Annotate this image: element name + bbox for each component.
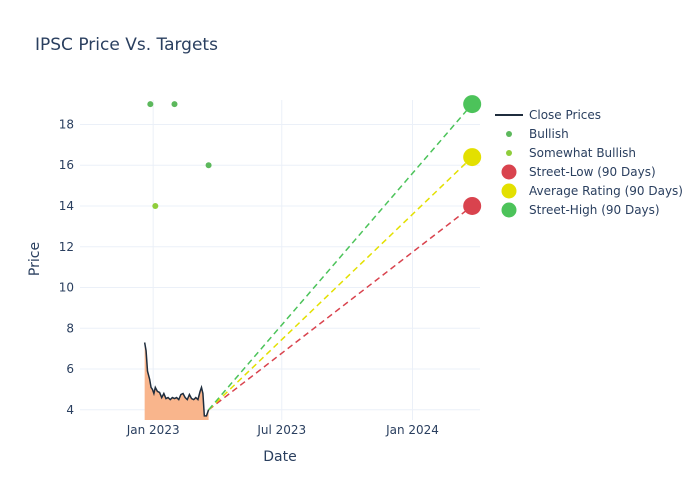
- y-tick-label: 6: [66, 362, 74, 376]
- close-price-area: [144, 342, 209, 420]
- x-axis-ticks: Jan 2023 Jul 2023 Jan 2024: [126, 423, 439, 437]
- x-tick-label: Jan 2023: [126, 423, 180, 437]
- legend-swatch-marker: [506, 150, 512, 156]
- y-tick-label: 4: [66, 403, 74, 417]
- x-tick-label: Jan 2024: [385, 423, 439, 437]
- target-dashed-line: [208, 156, 473, 411]
- y-tick-label: 16: [59, 158, 74, 172]
- y-tick-label: 10: [59, 281, 74, 295]
- legend-label: Average Rating (90 Days): [529, 184, 683, 198]
- y-tick-label: 14: [59, 199, 74, 213]
- legend-swatch-target: [501, 183, 517, 199]
- y-axis-title: Price: [27, 242, 43, 276]
- legend-label: Somewhat Bullish: [529, 146, 636, 160]
- markers-layer: [147, 95, 482, 215]
- legend-swatch-target: [501, 202, 517, 218]
- rating-marker: [152, 202, 159, 209]
- target-marker: [463, 148, 482, 167]
- rating-marker: [171, 101, 178, 108]
- legend-label: Street-Low (90 Days): [529, 165, 656, 179]
- lines-layer: [143, 103, 473, 417]
- y-axis-ticks: 4 6 8 10 12 14 16 18: [59, 117, 74, 416]
- chart-title: IPSC Price Vs. Targets: [35, 35, 218, 55]
- target-marker: [463, 95, 482, 114]
- legend-label: Close Prices: [529, 108, 601, 122]
- rating-marker: [205, 162, 212, 169]
- x-tick-label: Jul 2023: [256, 423, 306, 437]
- legend-swatch-target: [501, 164, 517, 180]
- legend: Close Prices Bullish Somewhat Bullish Stree…: [495, 108, 683, 218]
- y-tick-label: 18: [59, 117, 74, 131]
- close-price-line: [143, 342, 210, 417]
- x-axis-title: Date: [263, 449, 296, 465]
- legend-label: Street-High (90 Days): [529, 203, 660, 217]
- target-marker: [463, 196, 482, 215]
- target-dashed-line: [208, 205, 473, 411]
- legend-swatch-marker: [506, 131, 512, 137]
- legend-label: Bullish: [529, 127, 569, 141]
- target-dashed-line: [208, 103, 473, 411]
- y-tick-label: 8: [66, 321, 74, 335]
- area-layer: [144, 342, 209, 420]
- y-tick-label: 12: [59, 240, 74, 254]
- rating-marker: [147, 101, 154, 108]
